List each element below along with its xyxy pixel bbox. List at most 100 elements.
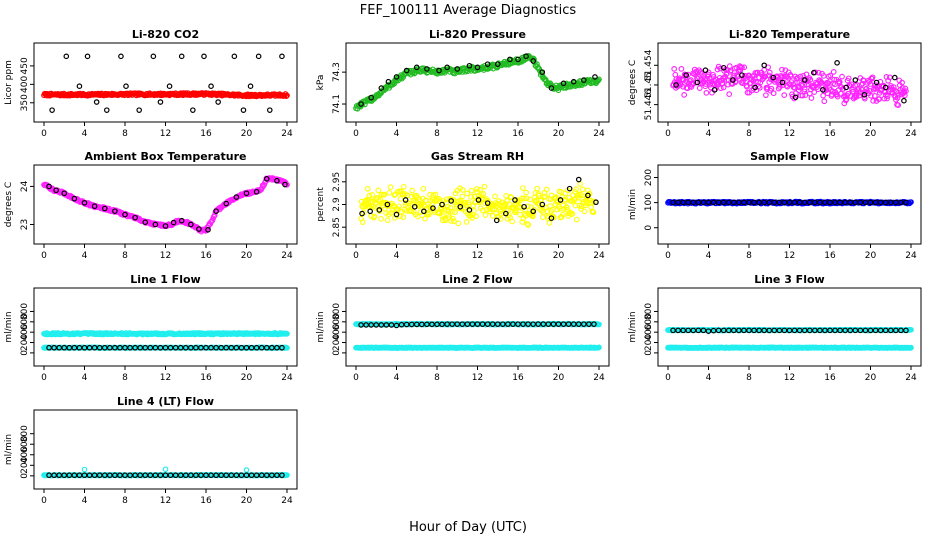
- data-point: [703, 89, 710, 96]
- data-point: [592, 74, 598, 80]
- data-point: [560, 321, 567, 327]
- data-point: [733, 78, 739, 85]
- data-point: [590, 209, 597, 216]
- data-point: [871, 92, 878, 99]
- data-point: [387, 184, 394, 190]
- data-point: [457, 185, 463, 192]
- y-tick-label: 0: [644, 225, 654, 231]
- plot-area: [41, 330, 290, 351]
- data-point: [710, 327, 717, 334]
- data-point: [862, 327, 869, 334]
- data-point: [422, 215, 428, 222]
- x-tick-label: 0: [353, 373, 359, 383]
- data-point: [695, 199, 702, 206]
- data-point: [539, 69, 546, 75]
- data-point: [172, 344, 179, 351]
- data-point: [572, 202, 579, 209]
- data-point: [393, 322, 400, 329]
- data-point: [359, 219, 366, 225]
- y-tick-label: 2.85: [332, 217, 342, 237]
- x-tick-label: 20: [553, 373, 565, 383]
- data-point: [812, 327, 818, 334]
- data-point: [459, 193, 466, 200]
- data-point: [673, 82, 679, 88]
- x-tick-label: 0: [353, 129, 359, 139]
- x-tick-label: 0: [353, 251, 359, 261]
- data-point: [861, 91, 868, 98]
- data-point: [509, 218, 516, 225]
- data-point: [536, 192, 542, 199]
- data-point: [870, 97, 877, 104]
- x-tick-label: 4: [82, 373, 88, 383]
- data-point: [903, 199, 909, 206]
- y-tick-label: 24: [20, 180, 30, 192]
- y-tick-label: 400: [332, 323, 342, 340]
- data-point: [152, 221, 159, 228]
- data-point: [861, 95, 868, 102]
- x-tick-label: 16: [824, 373, 836, 383]
- x-tick-label: 20: [865, 129, 877, 139]
- x-tick-label: 20: [241, 373, 253, 383]
- y-tick-label: 74.3: [332, 62, 342, 82]
- data-point: [107, 344, 113, 351]
- data-point: [81, 344, 88, 351]
- x-tick-label: 12: [784, 373, 795, 383]
- data-point: [455, 220, 462, 227]
- panel-title: Gas Stream RH: [431, 150, 524, 163]
- x-tick-label: 24: [593, 373, 605, 383]
- data-point: [768, 85, 775, 92]
- data-point: [384, 217, 391, 224]
- series-black: [670, 199, 909, 206]
- data-point: [253, 188, 260, 195]
- data-point: [596, 76, 602, 83]
- data-point: [466, 207, 473, 213]
- data-point: [539, 214, 546, 220]
- data-point: [279, 344, 285, 351]
- data-point: [420, 185, 427, 192]
- data-point: [454, 321, 461, 327]
- x-tick-label: 4: [82, 129, 88, 139]
- data-point: [530, 321, 536, 327]
- data-point: [741, 327, 747, 334]
- plot-frame: [33, 287, 298, 367]
- x-tick-label: 4: [394, 251, 400, 261]
- data-point: [852, 77, 859, 83]
- data-point: [847, 327, 854, 334]
- data-point: [512, 197, 518, 203]
- data-point: [269, 344, 275, 351]
- data-point: [887, 199, 894, 206]
- data-point: [93, 99, 100, 105]
- data-point: [247, 83, 254, 89]
- data-point: [746, 199, 752, 206]
- x-tick-label: 24: [593, 129, 605, 139]
- data-point: [776, 327, 783, 334]
- y-tick-label: 0: [332, 350, 342, 356]
- data-point: [857, 327, 864, 334]
- data-point: [480, 190, 487, 197]
- data-point: [427, 191, 433, 198]
- data-point: [519, 185, 526, 191]
- data-point: [829, 88, 836, 95]
- data-point: [457, 203, 464, 210]
- series-magenta: [670, 63, 909, 108]
- data-point: [364, 185, 371, 192]
- data-point: [363, 322, 369, 328]
- data-point: [177, 344, 184, 351]
- data-point: [548, 215, 555, 221]
- x-tick-label: 4: [706, 251, 712, 261]
- data-point: [474, 321, 481, 327]
- y-tick-label: 200: [20, 334, 30, 351]
- data-point: [877, 199, 884, 206]
- data-point: [895, 102, 902, 108]
- data-point: [196, 226, 202, 232]
- data-point: [546, 220, 553, 226]
- x-tick-label: 20: [865, 251, 877, 261]
- x-tick-label: 12: [472, 251, 483, 261]
- data-point: [685, 327, 692, 334]
- data-point: [49, 107, 55, 113]
- data-point: [853, 94, 860, 100]
- data-point: [872, 327, 879, 334]
- plot-area: [665, 326, 914, 351]
- data-point: [157, 99, 164, 105]
